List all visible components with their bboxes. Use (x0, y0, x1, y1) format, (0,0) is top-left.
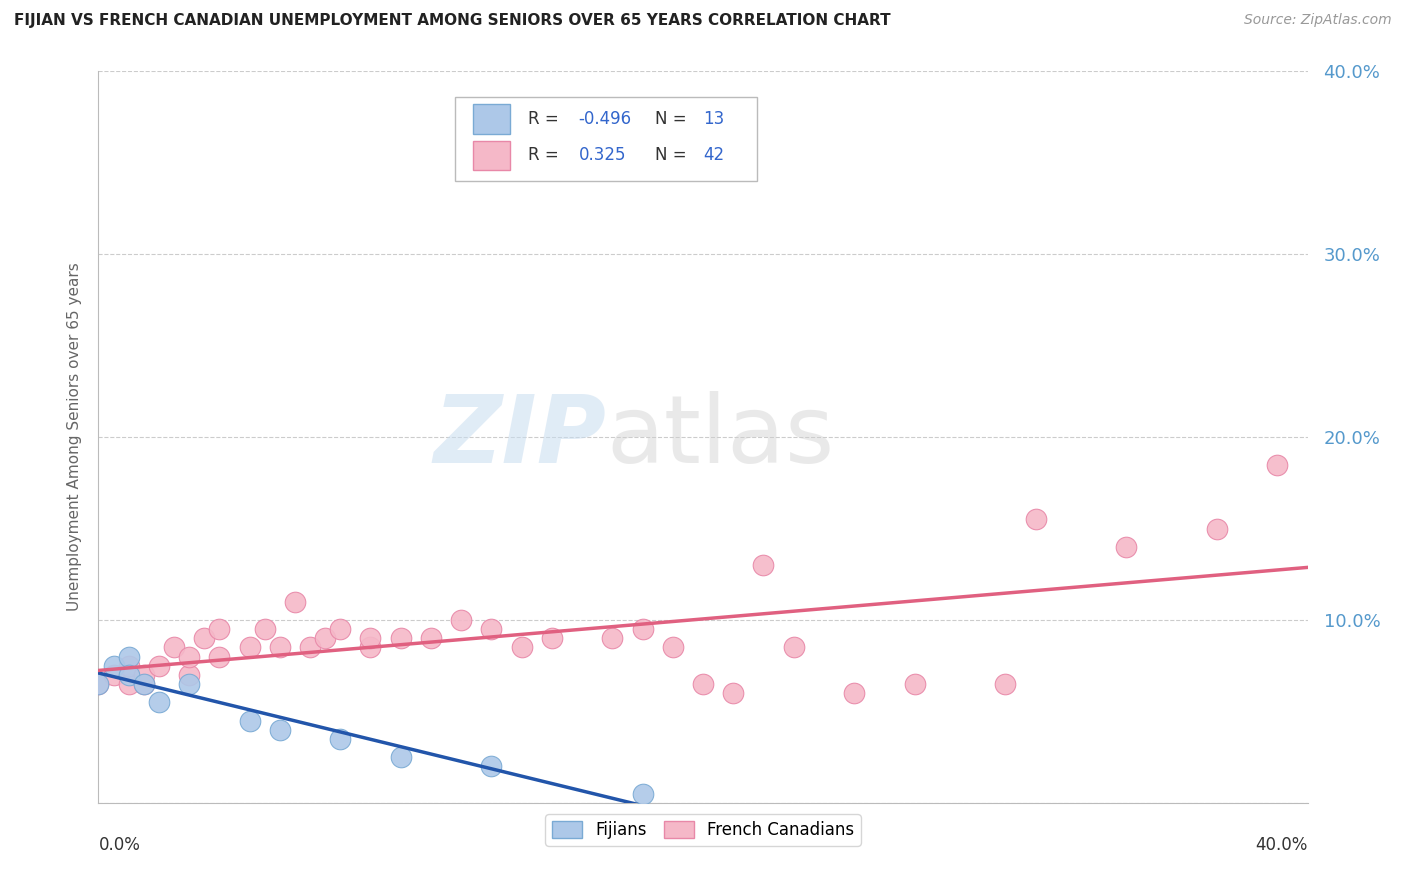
FancyBboxPatch shape (474, 104, 509, 134)
Point (360, 632, 382, 646)
Point (1115, 540, 1137, 554)
Text: N =: N = (655, 146, 692, 164)
Point (208, 649, 231, 664)
Point (148, 658, 170, 673)
Point (208, 622, 231, 636)
Text: 13: 13 (703, 110, 724, 128)
Point (661, 640, 683, 655)
Point (284, 594, 307, 608)
Point (783, 640, 806, 655)
Text: 40.0%: 40.0% (1256, 836, 1308, 854)
Point (450, 613, 472, 627)
Point (1267, 458, 1289, 472)
Point (540, 632, 562, 646)
Point (132, 667, 155, 681)
Text: R =: R = (527, 110, 564, 128)
Point (329, 731, 352, 746)
Point (253, 622, 276, 636)
Point (329, 622, 352, 636)
Text: R =: R = (527, 146, 564, 164)
Point (87, 677, 110, 691)
Point (118, 649, 141, 664)
Point (481, 622, 503, 636)
Point (299, 640, 322, 655)
Point (239, 714, 262, 728)
Point (904, 677, 927, 691)
Point (631, 622, 654, 636)
Text: 0.325: 0.325 (578, 146, 626, 164)
Point (994, 677, 1017, 691)
Text: 0.0%: 0.0% (98, 836, 141, 854)
Point (602, 632, 624, 646)
Point (844, 686, 866, 700)
Point (723, 686, 745, 700)
Text: -0.496: -0.496 (578, 110, 631, 128)
Point (163, 640, 186, 655)
Point (193, 632, 215, 646)
Point (103, 658, 125, 673)
Point (389, 632, 412, 646)
Point (269, 640, 291, 655)
Point (179, 677, 201, 691)
Text: ZIP: ZIP (433, 391, 606, 483)
FancyBboxPatch shape (474, 141, 509, 170)
Point (314, 632, 336, 646)
Point (1206, 521, 1229, 535)
Point (179, 667, 201, 681)
Point (269, 723, 291, 737)
Point (118, 667, 141, 681)
Point (510, 640, 533, 655)
Y-axis label: Unemployment Among Seniors over 65 years: Unemployment Among Seniors over 65 years (66, 263, 82, 611)
Point (118, 677, 141, 691)
Point (481, 759, 503, 773)
Point (420, 632, 443, 646)
Point (132, 677, 155, 691)
Point (87, 677, 110, 691)
Point (103, 667, 125, 681)
Point (148, 695, 170, 709)
Point (389, 750, 412, 764)
Text: Source: ZipAtlas.com: Source: ZipAtlas.com (1244, 13, 1392, 28)
Point (631, 787, 654, 801)
Text: FIJIAN VS FRENCH CANADIAN UNEMPLOYMENT AMONG SENIORS OVER 65 YEARS CORRELATION C: FIJIAN VS FRENCH CANADIAN UNEMPLOYMENT A… (14, 13, 890, 29)
FancyBboxPatch shape (456, 97, 758, 181)
Point (132, 677, 155, 691)
Point (692, 677, 714, 691)
Text: N =: N = (655, 110, 692, 128)
Text: 42: 42 (703, 146, 724, 164)
Point (239, 640, 262, 655)
Point (752, 558, 775, 573)
Text: atlas: atlas (606, 391, 835, 483)
Legend: Fijians, French Canadians: Fijians, French Canadians (546, 814, 860, 846)
Point (360, 640, 382, 655)
Point (179, 649, 201, 664)
Point (1024, 512, 1046, 526)
Point (118, 658, 141, 673)
